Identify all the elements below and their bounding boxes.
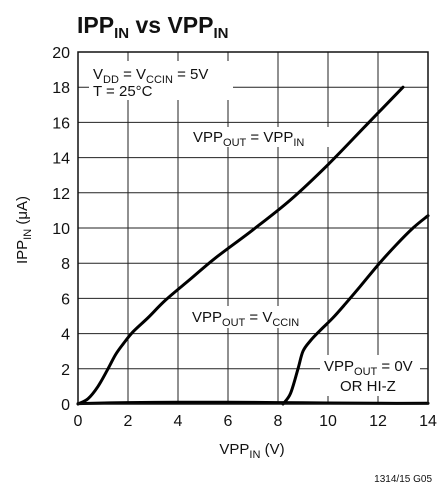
y-tick-label: 2: [61, 362, 70, 379]
series-2-line: [281, 214, 430, 406]
y-tick-label: 14: [52, 151, 70, 168]
conditions-box-bg: [89, 61, 233, 100]
series-2-label: VPPOUT = VCCIN: [192, 309, 299, 329]
series-1-label-bg: [190, 127, 334, 147]
series-2-label-bg: [190, 306, 318, 328]
x-tick-label: 4: [174, 413, 183, 430]
series-3-label-bg: [320, 355, 420, 396]
series-1-label: VPPOUT = VPPIN: [193, 129, 304, 149]
x-tick-label: 12: [369, 413, 387, 430]
y-tick-label: 20: [52, 45, 70, 62]
x-tick-labels: 0 2 4 6 8 10 12 14: [74, 413, 437, 430]
x-axis-label: VPPIN (V): [219, 441, 284, 461]
y-tick-label: 12: [52, 186, 70, 203]
y-axis-label: IPPIN (μA): [14, 196, 34, 264]
x-tick-label: 6: [224, 413, 233, 430]
y-tick-label: 0: [61, 397, 70, 414]
y-tick-label: 8: [61, 256, 70, 273]
series-1-line: [76, 85, 405, 406]
y-tick-label: 6: [61, 291, 70, 308]
chart-title: IPPIN vs VPPIN: [77, 12, 228, 42]
x-tick-label: 8: [274, 413, 283, 430]
series-3-label: VPPOUT = 0V: [324, 358, 413, 378]
y-tick-label: 4: [61, 327, 70, 344]
footnote: 1314/15 G05: [374, 474, 432, 485]
y-tick-label: 18: [52, 80, 70, 97]
series-3-label-line-2: OR HI-Z: [340, 378, 396, 395]
conditions-line-2: T = 25°C: [93, 83, 153, 100]
y-tick-label: 10: [52, 221, 70, 238]
x-tick-label: 14: [419, 413, 437, 430]
x-tick-label: 0: [74, 413, 83, 430]
x-tick-label: 2: [124, 413, 133, 430]
x-tick-label: 10: [319, 413, 337, 430]
y-tick-label: 16: [52, 115, 70, 132]
plot-frame: [77, 51, 429, 405]
y-tick-labels: 0 2 4 6 8 10 12 14 16 18 20: [52, 45, 70, 414]
conditions-line-1: VDD = VCCIN = 5V: [93, 66, 208, 86]
